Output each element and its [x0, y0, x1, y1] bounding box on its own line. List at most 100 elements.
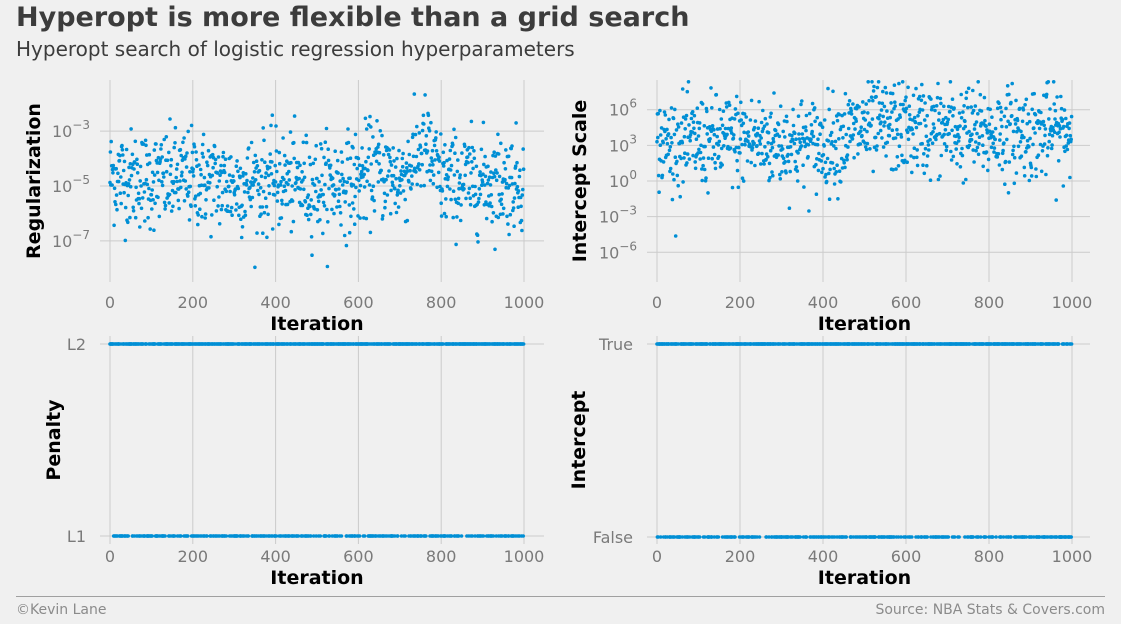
- data-point: [478, 170, 482, 174]
- data-point: [656, 111, 660, 116]
- data-point: [846, 126, 851, 131]
- data-point: [664, 137, 668, 141]
- data-point: [263, 175, 268, 180]
- data-point: [1010, 81, 1014, 86]
- data-point: [755, 144, 759, 148]
- data-point: [198, 191, 203, 196]
- data-point: [828, 167, 832, 172]
- data-point: [700, 178, 704, 183]
- data-point: [162, 137, 166, 142]
- data-point: [332, 211, 336, 216]
- data-point: [895, 132, 900, 137]
- data-point: [837, 169, 842, 173]
- data-point: [153, 342, 157, 346]
- data-point: [279, 216, 284, 220]
- data-point: [298, 187, 303, 191]
- data-point: [186, 194, 190, 198]
- data-point: [458, 173, 463, 177]
- data-point: [676, 183, 680, 188]
- x-tick-label: 200: [725, 547, 756, 566]
- data-point: [114, 202, 118, 207]
- data-point: [194, 150, 198, 154]
- data-point: [419, 151, 424, 156]
- data-point: [200, 151, 205, 156]
- data-point: [852, 155, 856, 160]
- chart-panel-1: 0 200 400 600 800 100010−310−510−7IterationRe…: [23, 80, 544, 335]
- data-point: [791, 107, 795, 112]
- data-point: [435, 185, 439, 190]
- data-point: [979, 109, 984, 113]
- data-point: [430, 148, 435, 153]
- data-point: [662, 110, 667, 114]
- data-point: [1044, 92, 1049, 97]
- data-point: [216, 155, 221, 159]
- data-point: [515, 160, 519, 165]
- data-point: [458, 175, 462, 180]
- data-point: [1022, 165, 1027, 170]
- data-point: [344, 243, 349, 248]
- data-point: [433, 158, 437, 162]
- data-point: [693, 166, 698, 171]
- data-point: [790, 535, 795, 539]
- data-point: [339, 534, 344, 538]
- data-point: [493, 154, 498, 158]
- data-point: [314, 189, 318, 194]
- data-point: [748, 118, 753, 122]
- data-point: [128, 184, 133, 189]
- data-point: [758, 142, 763, 146]
- data-point: [742, 112, 747, 116]
- data-point: [434, 130, 439, 134]
- data-point: [920, 82, 924, 87]
- data-point: [939, 153, 944, 158]
- data-point: [330, 176, 335, 181]
- data-point: [366, 168, 370, 173]
- data-point: [1053, 108, 1058, 113]
- data-point: [408, 168, 412, 173]
- data-point: [761, 108, 765, 113]
- data-point: [797, 132, 801, 136]
- data-point: [283, 163, 287, 167]
- data-point: [932, 126, 936, 130]
- data-point: [768, 115, 773, 119]
- data-point: [294, 181, 298, 185]
- data-point: [504, 148, 508, 152]
- data-point: [717, 154, 721, 159]
- data-point: [470, 160, 474, 164]
- data-point: [880, 136, 884, 140]
- data-point: [384, 177, 388, 182]
- data-point: [263, 196, 268, 200]
- data-point: [179, 173, 184, 178]
- data-point: [656, 135, 660, 140]
- data-point: [521, 187, 525, 192]
- data-point: [337, 187, 341, 191]
- data-point: [403, 534, 408, 538]
- data-point: [788, 145, 793, 149]
- data-point: [147, 161, 152, 165]
- data-point: [415, 124, 419, 129]
- data-point: [864, 535, 869, 539]
- data-point: [340, 172, 344, 177]
- data-point: [326, 158, 331, 163]
- data-point: [126, 193, 130, 198]
- data-point: [270, 113, 275, 117]
- data-point: [1026, 112, 1031, 116]
- data-point: [184, 165, 189, 169]
- data-point: [874, 148, 879, 152]
- data-point: [699, 143, 703, 148]
- data-point: [302, 161, 307, 166]
- data-point: [112, 186, 117, 191]
- data-point: [1033, 112, 1038, 117]
- data-point: [381, 153, 386, 157]
- data-point: [417, 168, 422, 172]
- data-point: [492, 174, 497, 179]
- data-point: [1039, 169, 1044, 174]
- data-point: [131, 205, 135, 210]
- x-tick-label: 200: [178, 293, 209, 312]
- data-point: [140, 196, 145, 200]
- data-point: [988, 129, 992, 134]
- data-point: [185, 151, 189, 155]
- data-point: [826, 139, 831, 143]
- y-tick-label: True: [598, 335, 633, 354]
- data-point: [139, 206, 144, 211]
